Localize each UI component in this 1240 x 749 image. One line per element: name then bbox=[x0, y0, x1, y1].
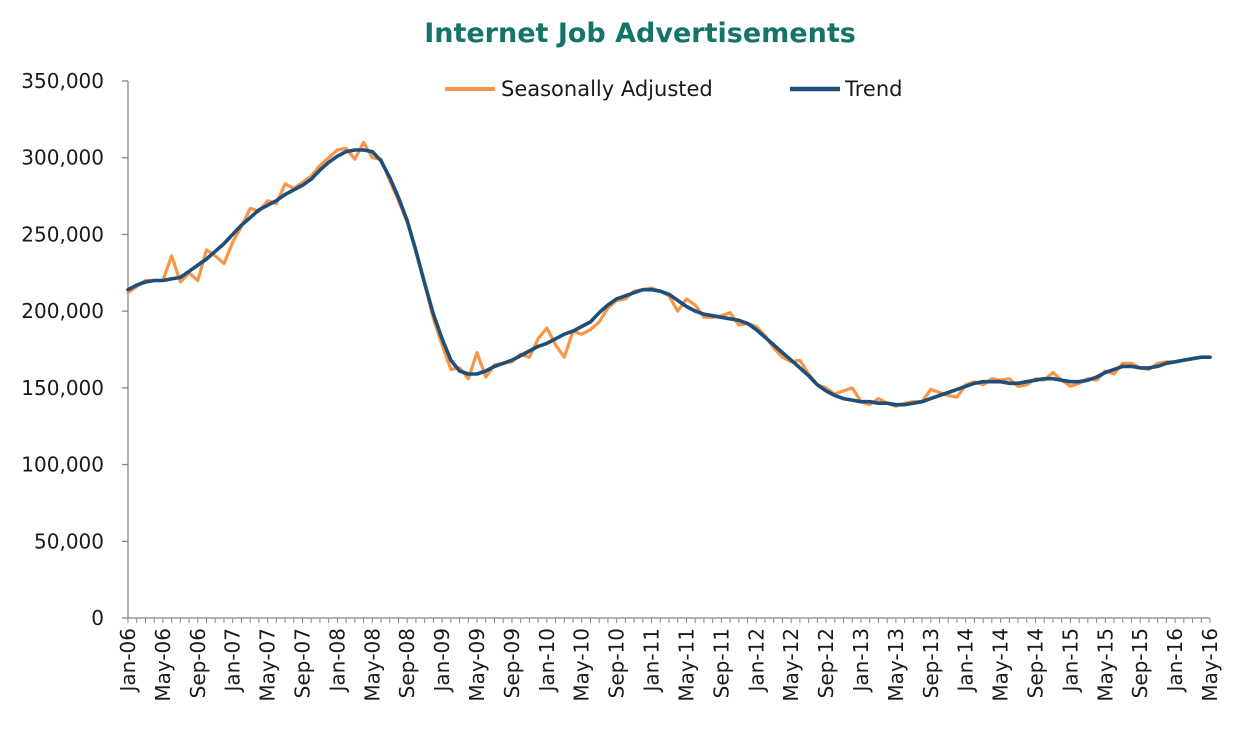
y-tick-label: 100,000 bbox=[21, 453, 104, 477]
x-tick-label: May-09 bbox=[465, 628, 489, 702]
x-tick-label: May-16 bbox=[1198, 628, 1222, 702]
x-tick-label: Jan-16 bbox=[1163, 628, 1187, 694]
series-line-trend bbox=[126, 148, 1212, 407]
x-tick-label: Sep-07 bbox=[291, 628, 315, 698]
x-tick-label: May-12 bbox=[779, 628, 803, 702]
x-tick-label: Jan-11 bbox=[640, 628, 664, 694]
x-tick-label: Sep-13 bbox=[919, 628, 943, 698]
legend-label-seasonally-adjusted: Seasonally Adjusted bbox=[501, 77, 713, 101]
x-tick-label: Sep-10 bbox=[605, 628, 629, 698]
x-tick-label: May-07 bbox=[256, 628, 280, 702]
x-tick-label: May-14 bbox=[989, 628, 1013, 702]
y-tick-label: 300,000 bbox=[21, 146, 104, 170]
y-tick-label: 350,000 bbox=[21, 69, 104, 93]
x-tick-label: May-08 bbox=[360, 628, 384, 702]
y-tick-label: 200,000 bbox=[21, 299, 104, 323]
x-tick-label: Jan-10 bbox=[535, 628, 559, 694]
x-tick-label: May-06 bbox=[151, 628, 175, 702]
x-tick-label: Sep-08 bbox=[395, 628, 419, 698]
x-tick-label: Sep-15 bbox=[1128, 628, 1152, 698]
x-tick-label: Jan-08 bbox=[325, 628, 349, 694]
y-tick-label: 50,000 bbox=[34, 529, 104, 553]
legend-label-trend: Trend bbox=[844, 77, 902, 101]
series-line-seasonally-adjusted bbox=[126, 140, 1212, 408]
x-tick-label: May-15 bbox=[1093, 628, 1117, 702]
x-tick-label: Jan-13 bbox=[849, 628, 873, 694]
x-tick-label: Sep-09 bbox=[500, 628, 524, 698]
chart-title: Internet Job Advertisements bbox=[424, 18, 856, 49]
x-tick-label: Jan-06 bbox=[116, 628, 140, 694]
y-tick-label: 150,000 bbox=[21, 376, 104, 400]
x-tick-label: May-13 bbox=[884, 628, 908, 702]
x-tick-label: Jan-14 bbox=[954, 628, 978, 694]
x-tick-label: May-10 bbox=[570, 628, 594, 702]
y-tick-label: 0 bbox=[91, 606, 104, 630]
x-tick-label: May-11 bbox=[674, 628, 698, 702]
x-tick-label: Jan-15 bbox=[1058, 628, 1082, 694]
x-tick-label: Sep-06 bbox=[186, 628, 210, 698]
y-tick-label: 250,000 bbox=[21, 222, 104, 246]
x-tick-label: Sep-12 bbox=[814, 628, 838, 698]
x-tick-label: Sep-11 bbox=[709, 628, 733, 698]
x-tick-label: Jan-07 bbox=[221, 628, 245, 694]
x-tick-label: Sep-14 bbox=[1023, 628, 1047, 698]
x-tick-label: Jan-09 bbox=[430, 628, 454, 694]
x-tick-label: Jan-12 bbox=[744, 628, 768, 694]
